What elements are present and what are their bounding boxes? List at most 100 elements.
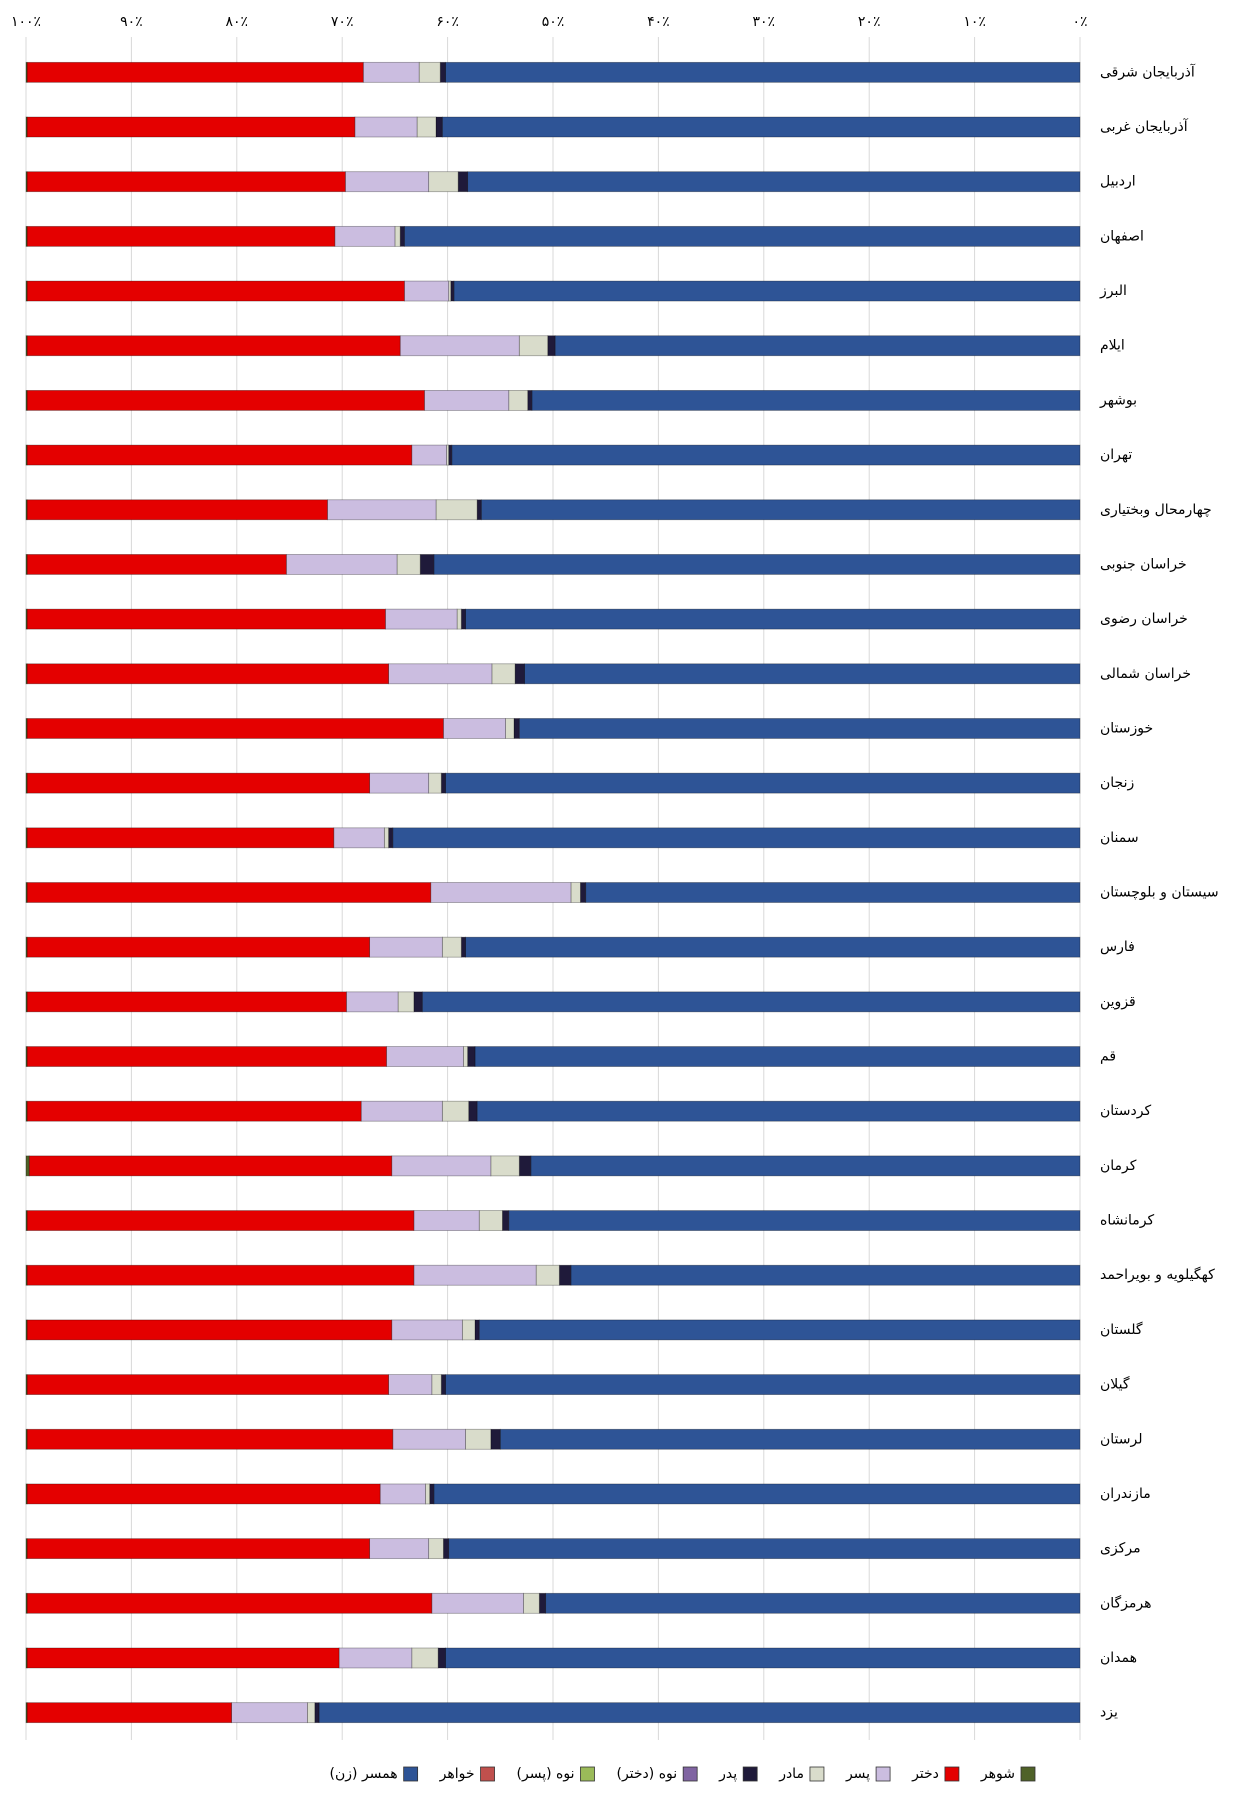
legend-label: دختر [911,1766,939,1782]
bar-segment [457,171,469,193]
legend-label: خواهر [439,1766,475,1782]
bar-segment [25,1483,28,1505]
bar-segment [25,499,28,521]
x-tick-label: ۰٪ [1072,14,1087,30]
category-label: کرمان [1100,1158,1137,1174]
bar-segment [413,991,423,1013]
bar-segment [513,718,520,739]
bar-segment [465,936,1081,958]
bar-segment [465,1428,492,1450]
bar-segment [440,1374,446,1395]
bar-segment [435,499,478,521]
category-label: ایلام [1100,338,1125,354]
x-tick-label: ۵۰٪ [542,14,565,30]
bar-segment [26,772,371,794]
bar-segment [26,554,287,575]
bar-segment [523,1592,540,1614]
bar-segment [369,936,443,958]
bar-segment [379,1483,426,1505]
bar-segment [25,390,28,411]
category-label: اردبیل [1100,174,1136,190]
bar-segment [508,1210,1081,1231]
legend-swatch [1020,1766,1036,1782]
bar-segment [26,1210,415,1231]
bar-segment [26,444,413,466]
bar-segment [450,280,455,302]
legend-swatch [480,1766,495,1782]
x-tick-label: ۴۰٪ [647,14,670,30]
bar-segment [26,1319,393,1341]
bar-segment [26,390,425,411]
category-label: البرز [1099,283,1127,299]
bar-segment [439,61,446,83]
legend-label: مادر [778,1766,804,1782]
x-tick-label: ۸۰٪ [226,14,249,30]
category-label: خراسان رضوی [1100,611,1188,627]
category-label: آذربایجان غربی [1100,118,1189,135]
bar-segment [25,444,28,466]
bar-segment [26,171,346,193]
bar-segment [465,608,1081,630]
bar-segment [424,390,510,411]
bar-segment [518,718,1081,739]
bar-segment [413,1264,537,1286]
bar-segment [26,663,389,685]
bar-segment [26,1702,232,1724]
x-tick-label: ۲۰٪ [858,14,881,30]
bar-segment [505,718,515,739]
bar-segment [25,280,28,302]
category-label: آذربایجان شرقی [1100,63,1196,80]
category-label: مازندران [1100,1486,1151,1502]
bar-segment [435,116,443,138]
bar-segment [369,1538,430,1560]
bar-segment [391,1155,492,1177]
category-label: گیلان [1100,1376,1130,1393]
bar-segment [26,1647,340,1669]
bar-segment [314,1702,320,1724]
bar-segment [388,1374,433,1395]
bar-segment [527,390,533,411]
bar-segment [467,171,1081,193]
bar-segment [388,827,394,849]
legend-label: نوه (دختر) [616,1766,677,1782]
bar-segment [25,225,28,247]
bar-segment [570,882,581,903]
bar-segment [26,936,371,958]
bar-segment [418,61,441,83]
bar-segment [419,554,435,575]
bar-segment [386,1046,464,1067]
bar-segment [285,554,398,575]
bar-segment [468,1100,478,1122]
bar-segment [26,1374,389,1395]
bar-segment [508,390,529,411]
bar-segment [518,335,549,357]
x-tick-label: ۶۰٪ [436,14,459,30]
category-label: خراسان شمالی [1100,666,1191,682]
bar-segment [25,1264,28,1286]
category-label: همدان [1100,1650,1137,1666]
bar-segment [453,280,1081,302]
bar-segment [448,444,453,466]
bar-segment [26,991,347,1013]
bar-segment [26,61,364,83]
bar-segment [25,1100,28,1122]
bar-segment [547,335,556,357]
bar-segment [26,827,335,849]
category-label: فارس [1100,939,1135,955]
category-label: یزد [1100,1705,1118,1721]
category-label: کرمانشاه [1100,1213,1154,1229]
bar-segment [530,1155,1081,1177]
category-label: کردستان [1100,1103,1151,1119]
bar-segment [451,444,1081,466]
bar-segment [411,1647,439,1669]
bar-segment [26,1100,362,1122]
bar-segment [428,1538,444,1560]
bar-segment [318,1702,1081,1724]
bar-segment [25,1647,28,1669]
bar-segment [392,827,1081,849]
bar-segment [480,499,1081,521]
bar-segment [26,882,432,903]
bar-segment [538,1592,547,1614]
bar-segment [558,1264,572,1286]
bar-segment [514,663,525,685]
